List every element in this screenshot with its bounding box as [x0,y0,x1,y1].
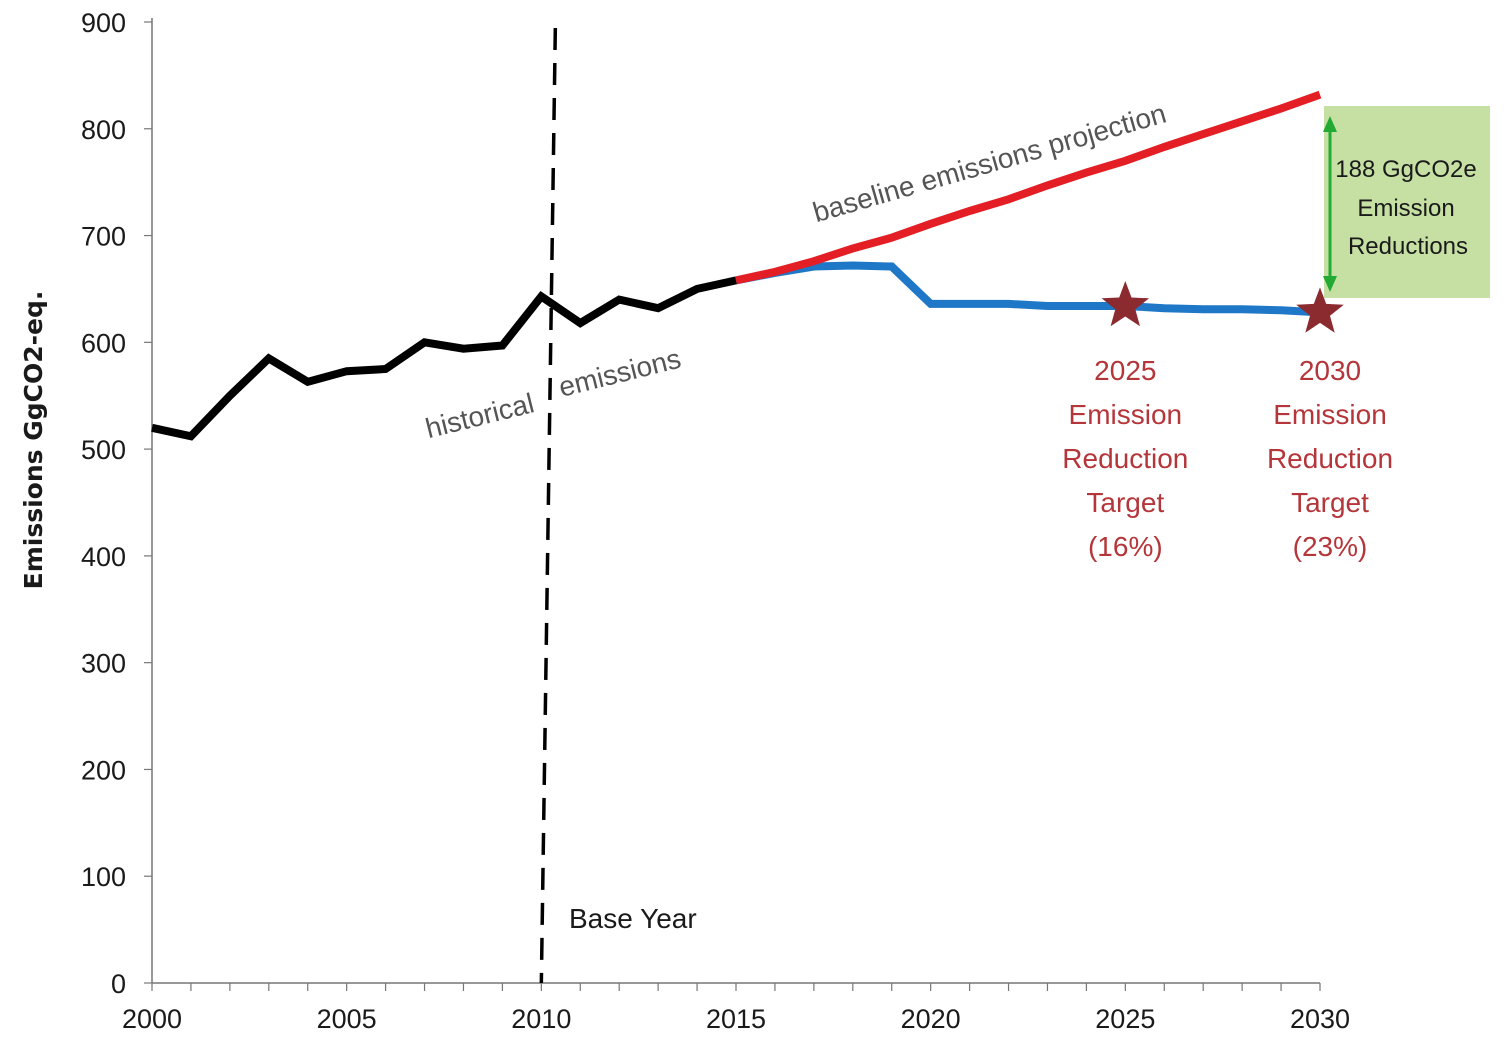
target-label-line: Target [1086,487,1164,518]
arrow-head-down [1323,276,1337,292]
y-tick-label: 700 [81,222,126,252]
x-tick-label: 2000 [122,1004,182,1034]
target-label-line: Emission [1069,399,1183,430]
historical-label-right: emissions [556,343,684,403]
target-label-line: (23%) [1293,531,1368,562]
target-label-line: Emission [1273,399,1387,430]
y-tick-label: 100 [81,862,126,892]
targets-layer: 2025 Emission Reduction Target (16%) 2030 Emis… [1062,281,1393,562]
series-layer [151,90,1322,441]
series-line-baseline [735,90,1322,285]
x-tick-label: 2020 [901,1004,961,1034]
series-line-mitigation [735,261,1321,317]
x-tick-label: 2010 [511,1004,571,1034]
x-tick-label: 2015 [706,1004,766,1034]
y-axis-ticks: 0 100 200 300 400 500 600 700 800 900 [81,8,152,999]
target-label-line: 2030 [1299,355,1361,386]
y-axis-label: Emissions GgCO2-eq. [19,291,48,590]
target-label-line: Reduction [1267,443,1393,474]
reduction-box-line-1: 188 GgCO2e [1335,156,1476,183]
reduction-box-line-2: Emission [1357,195,1454,222]
y-tick-label: 400 [81,542,126,572]
y-tick-label: 800 [81,115,126,145]
target-star [1101,281,1150,327]
base-year-label: Base Year [569,903,697,934]
reduction-box [1324,106,1490,298]
target-label-line: (16%) [1088,531,1163,562]
reduction-box-line-3: Reductions [1348,233,1468,260]
y-tick-label: 300 [81,649,126,679]
y-tick-label: 900 [81,8,126,38]
target-label-line: 2025 [1094,355,1156,386]
y-tick-label: 200 [81,755,126,785]
x-tick-label: 2025 [1095,1004,1155,1034]
y-tick-label: 500 [81,435,126,465]
x-tick-label: 2005 [317,1004,377,1034]
y-tick-label: 600 [81,328,126,358]
reduction-arrow [1323,116,1337,292]
base-year-line [539,27,558,984]
x-axis-ticks: 2000 2005 2010 2015 2020 2025 2030 [122,983,1350,1034]
target-label-line: Reduction [1062,443,1188,474]
x-tick-label: 2030 [1290,1004,1350,1034]
arrow-head-up [1323,116,1337,132]
series-line-historical [151,276,737,441]
y-tick-label: 0 [111,969,126,999]
target-label-line: Target [1291,487,1369,518]
target-star [1296,287,1344,333]
historical-label-left: historical [422,387,537,444]
